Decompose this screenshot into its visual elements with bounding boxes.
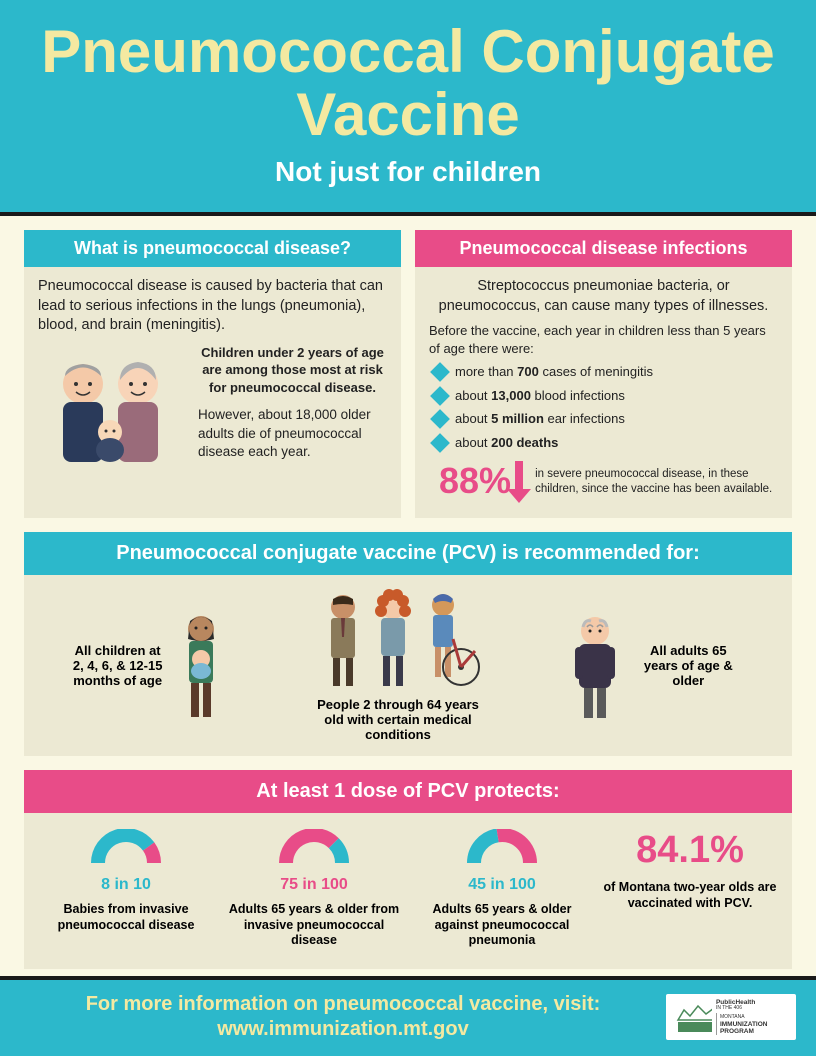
top-panels: What is pneumococcal disease? Pneumococc… [24,230,792,518]
stat-desc: Babies from invasive pneumococcal diseas… [38,902,214,933]
what-risk: Children under 2 years of age are among … [198,344,387,397]
big-stat-value: 84.1% [602,829,778,872]
page-subtitle: Not just for children [40,156,776,188]
rec-item-children: All children at 2, 4, 6, & 12-15 months … [73,611,231,721]
logo-text-2: IMMUNIZATION PROGRAM [720,1021,768,1035]
what-header: What is pneumococcal disease? [24,230,401,267]
stat-desc: Adults 65 years & older against pneumoco… [414,902,590,949]
footer-logo: PublicHealth IN THE 406 MONTANA IMMUNIZA… [666,994,796,1040]
what-row: Children under 2 years of age are among … [38,344,387,501]
infection-stat: more than 700 cases of meningitis [429,363,778,381]
stat-value: 45 in 100 [414,876,590,894]
big-pct: 88% [439,457,511,506]
diamond-icon [430,362,450,382]
protects-body: 8 in 10 Babies from invasive pneumococcal… [24,813,792,969]
gauge-icon [462,829,542,867]
footer-text: For more information on pneumococcal vac… [20,992,666,1042]
diamond-icon [430,409,450,429]
recommended-body: All children at 2, 4, 6, & 12-15 months … [24,575,792,756]
infection-stat: about 13,000 blood infections [429,387,778,405]
what-intro: Pneumococcal disease is caused by bacter… [38,277,387,336]
what-deaths: However, about 18,000 older adults die o… [198,406,387,461]
arrow-down-icon [515,461,531,503]
stat-value: 8 in 10 [38,876,214,894]
big-stat-desc: of Montana two-year olds are vaccinated … [602,880,778,911]
rec-adults-label: People 2 through 64 years old with certa… [308,697,488,742]
infections-list: more than 700 cases of meningitis about 1… [429,363,778,451]
gauge-icon [86,829,166,867]
protect-big-stat: 84.1% of Montana two-year olds are vacci… [596,829,784,949]
diamond-icon [430,433,450,453]
recommended-header: Pneumococcal conjugate vaccine (PCV) is … [24,532,792,575]
protect-stat: 45 in 100 Adults 65 years & older against… [408,829,596,949]
pct-text: in severe pneumococcal disease, in these… [535,467,778,497]
rec-seniors-label: All adults 65 years of age & older [633,643,743,688]
infections-header: Pneumococcal disease infections [415,230,792,267]
page-title: Pneumococcal Conjugate Vaccine [40,20,776,146]
rec-item-adults: People 2 through 64 years old with certa… [308,589,488,742]
what-body: Pneumococcal disease is caused by bacter… [24,267,401,512]
stat-value: 75 in 100 [226,876,402,894]
infection-stat: about 5 million ear infections [429,410,778,428]
rec-item-seniors: All adults 65 years of age & older [565,611,743,721]
infections-note: Before the vaccine, each year in childre… [429,322,778,357]
rec-children-label: All children at 2, 4, 6, & 12-15 months … [73,643,163,688]
pct-row: 88% in severe pneumococcal disease, in t… [429,457,778,506]
protects-header: At least 1 dose of PCV protects: [24,770,792,813]
what-text-col: Children under 2 years of age are among … [198,344,387,501]
footer-line1: For more information on pneumococcal vac… [86,993,601,1015]
mother-baby-icon [171,611,231,721]
protect-stat: 75 in 100 Adults 65 years & older from in… [220,829,408,949]
diamond-icon [430,386,450,406]
montana-logo-icon [674,1000,712,1034]
what-panel: What is pneumococcal disease? Pneumococc… [24,230,401,518]
stat-desc: Adults 65 years & older from invasive pn… [226,902,402,949]
adults-group-icon [313,589,483,689]
recommended-section: Pneumococcal conjugate vaccine (PCV) is … [24,532,792,756]
footer: For more information on pneumococcal vac… [0,976,816,1056]
senior-icon [565,611,625,721]
infections-panel: Pneumococcal disease infections Streptoc… [415,230,792,518]
gauge-icon [274,829,354,867]
protect-stat: 8 in 10 Babies from invasive pneumococcal… [32,829,220,949]
header: Pneumococcal Conjugate Vaccine Not just … [0,0,816,216]
footer-link[interactable]: www.immunization.mt.gov [217,1018,468,1040]
infection-stat: about 200 deaths [429,434,778,452]
protects-section: At least 1 dose of PCV protects: 8 in 10… [24,770,792,969]
infections-intro: Streptococcus pneumoniae bacteria, or pn… [429,277,778,316]
grandparents-icon [38,344,188,501]
infections-body: Streptococcus pneumoniae bacteria, or pn… [415,267,792,518]
content: What is pneumococcal disease? Pneumococc… [0,216,816,969]
